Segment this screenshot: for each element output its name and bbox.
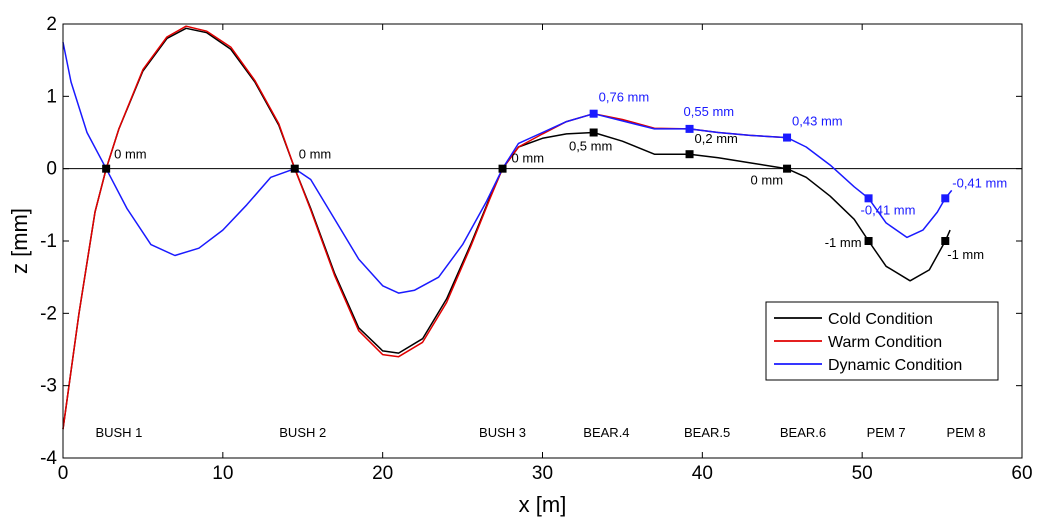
- series-line-dynamic-condition: [62, 41, 953, 294]
- marker-value-label: 0,76 mm: [599, 90, 650, 105]
- bearing-label: BUSH 2: [279, 425, 326, 440]
- legend-label-warm-condition: Warm Condition: [828, 334, 942, 351]
- data-marker: [102, 164, 111, 173]
- y-axis-title: z [mm]: [7, 208, 32, 274]
- annotations: 0 mm 0 mm 0 mm 0,5 mm 0,2 mm 0 mm -1 mm -1 mm 0,…: [95, 90, 1007, 440]
- y-tick-label: -3: [40, 376, 57, 397]
- bearing-label: PEM 7: [867, 425, 906, 440]
- series-markers: [102, 109, 950, 245]
- y-tick-label: 2: [46, 14, 57, 35]
- marker-value-label: 0,5 mm: [569, 139, 612, 154]
- x-tick-label: 30: [532, 463, 553, 484]
- data-marker: [290, 164, 299, 173]
- data-marker: [783, 133, 792, 142]
- data-marker: [864, 194, 873, 203]
- data-marker: [498, 164, 507, 173]
- marker-value-label: 0,55 mm: [684, 104, 735, 119]
- bearing-label: BEAR.4: [583, 425, 629, 440]
- plot-background: [63, 24, 1022, 458]
- bearing-label: BUSH 1: [95, 425, 142, 440]
- bearing-label: BUSH 3: [479, 425, 526, 440]
- marker-value-label: 0 mm: [512, 151, 544, 166]
- legend-label-cold-condition: Cold Condition: [828, 311, 933, 328]
- marker-value-label: 0,2 mm: [695, 131, 738, 146]
- marker-value-label: 0 mm: [114, 147, 147, 162]
- plot-area: [63, 24, 1022, 458]
- marker-value-label: 0,43 mm: [792, 114, 843, 129]
- legend: Cold Condition Warm Condition Dynamic Cond…: [765, 301, 999, 381]
- y-tick-label: 0: [46, 159, 57, 180]
- data-marker: [589, 109, 598, 118]
- marker-value-label: -1 mm: [825, 235, 862, 250]
- data-marker: [685, 124, 694, 133]
- y-tick-label: -1: [40, 231, 57, 252]
- data-marker: [685, 150, 694, 159]
- marker-value-label: 0 mm: [751, 173, 784, 188]
- x-axis-title: x [m]: [519, 492, 567, 517]
- marker-value-label: -1 mm: [947, 247, 984, 262]
- data-marker: [589, 128, 598, 137]
- data-marker: [864, 237, 873, 245]
- axes: 0 10 20 30 40 50 60 -4 -3 -2 -1 0 1 2 x [m] z [mm]: [7, 14, 1033, 517]
- legend-label-dynamic-condition: Dynamic Condition: [828, 357, 962, 374]
- y-tick-label: -4: [40, 448, 57, 469]
- y-tick-label: 1: [46, 86, 57, 107]
- series-line-warm-condition: [62, 25, 788, 430]
- x-tick-label: 0: [58, 463, 69, 484]
- series-lines: [62, 25, 953, 430]
- marker-value-label: 0 mm: [299, 147, 332, 162]
- data-marker: [783, 164, 792, 173]
- x-tick-label: 40: [692, 463, 713, 484]
- x-tick-label: 50: [852, 463, 873, 484]
- bearing-label: PEM 8: [947, 425, 986, 440]
- data-marker: [941, 237, 950, 245]
- x-tick-label: 10: [212, 463, 233, 484]
- data-marker: [941, 194, 950, 203]
- x-tick-label: 20: [372, 463, 393, 484]
- marker-value-label: -0,41 mm: [952, 175, 1007, 190]
- bearing-label: BEAR.6: [780, 425, 826, 440]
- bearing-label: BEAR.5: [684, 425, 730, 440]
- marker-value-label: -0,41 mm: [861, 202, 916, 217]
- y-tick-label: -2: [40, 303, 57, 324]
- x-tick-label: 60: [1011, 463, 1032, 484]
